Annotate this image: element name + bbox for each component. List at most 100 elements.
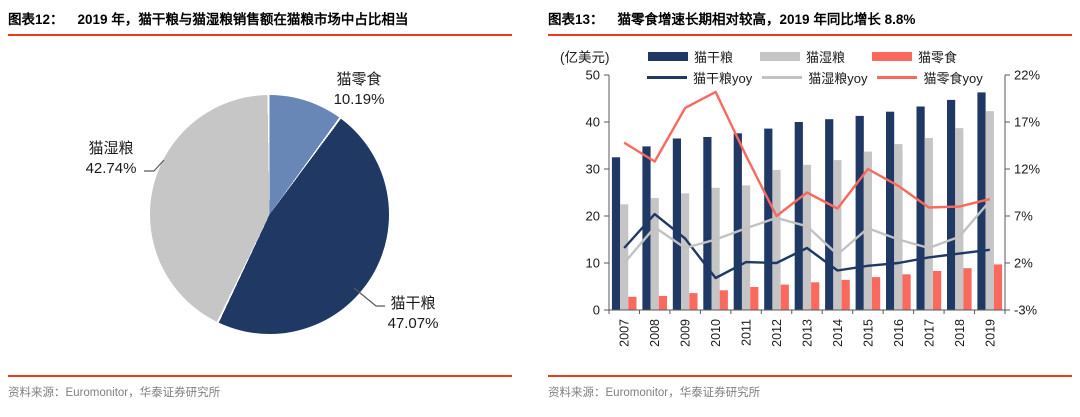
legend-swatch-dry-bar bbox=[648, 51, 688, 61]
figure-13-source-text: 资料来源：Euromonitor，华泰证券研究所 bbox=[548, 387, 761, 399]
x-axis-label-2014: 2014 bbox=[831, 319, 845, 347]
pie-leader-lines bbox=[144, 159, 385, 307]
legend-label-wet-yoy: 猫湿粮yoy bbox=[808, 71, 868, 86]
pie-label-dry-value: 47.07% bbox=[387, 314, 439, 332]
bar-猫零食-2017 bbox=[933, 271, 942, 310]
bar-猫零食-2008 bbox=[658, 295, 667, 310]
leader-line-dry bbox=[353, 287, 385, 307]
bar-猫湿粮-2012 bbox=[772, 169, 781, 310]
line-猫零食yoy bbox=[623, 90, 991, 218]
bar-猫零食-2018 bbox=[963, 268, 972, 310]
bar-猫零食-2007 bbox=[628, 296, 637, 310]
legend-swatch-wet-bar bbox=[760, 51, 801, 61]
pie-label-dry: 猫干粮 47.07% bbox=[358, 294, 468, 334]
bar-猫干粮-2008 bbox=[642, 146, 651, 310]
legend-label-wet-bar: 猫湿粮 bbox=[806, 49, 846, 65]
leader-line-wet bbox=[144, 159, 165, 172]
x-axis-label-2012: 2012 bbox=[770, 319, 784, 347]
left-tick-label: 20 bbox=[586, 209, 600, 224]
right-tick-label: 22% bbox=[1014, 68, 1040, 83]
figure-13-label: 图表13： bbox=[548, 12, 604, 27]
legend-swatch-treats-yoy bbox=[877, 76, 918, 79]
legend-entry-treats-bar: 猫零食 bbox=[872, 47, 957, 66]
figure-12-source: 资料来源：Euromonitor，华泰证券研究所 bbox=[8, 375, 512, 400]
right-tick-label: 7% bbox=[1014, 209, 1033, 224]
bar-猫湿粮-2019 bbox=[985, 111, 994, 310]
x-axis-label-2009: 2009 bbox=[679, 319, 693, 347]
bar-猫零食-2012 bbox=[780, 284, 789, 310]
legend-swatch-treats-bar bbox=[872, 51, 913, 61]
bar-猫湿粮-2016 bbox=[894, 144, 903, 310]
figure-13-source: 资料来源：Euromonitor，华泰证券研究所 bbox=[548, 375, 1072, 400]
bar-猫湿粮-2018 bbox=[955, 128, 964, 310]
right-tick-label: 17% bbox=[1014, 115, 1040, 130]
left-tick-label: 30 bbox=[586, 162, 600, 177]
figure-13-title-text: 猫零食增速长期相对较高，2019 年同比增长 8.8% bbox=[617, 12, 916, 27]
right-tick-label: -3% bbox=[1014, 303, 1038, 318]
bar-猫零食-2013 bbox=[811, 282, 820, 310]
legend-entry-wet-bar: 猫湿粮 bbox=[760, 47, 845, 66]
bar-猫湿粮-2008 bbox=[650, 198, 659, 310]
pie-chart: 猫零食 10.19% 猫湿粮 42.74% 猫干粮 47.07% bbox=[8, 44, 512, 374]
x-axis-label-2015: 2015 bbox=[861, 319, 875, 347]
bar-猫干粮-2012 bbox=[764, 128, 773, 310]
bar-猫湿粮-2007 bbox=[620, 204, 629, 311]
figure-13-panel: 图表13： 猫零食增速长期相对较高，2019 年同比增长 8.8% 0 10 20 30… bbox=[548, 8, 1072, 347]
bar-猫零食-2014 bbox=[841, 279, 850, 310]
figure-12-label: 图表12： bbox=[8, 12, 64, 27]
x-axis-label-2018: 2018 bbox=[953, 319, 967, 347]
bar-猫湿粮-2015 bbox=[863, 151, 872, 310]
legend-swatch-wet-yoy bbox=[762, 76, 803, 79]
right-tick-label: 2% bbox=[1014, 256, 1033, 271]
pie-label-treats-value: 10.19% bbox=[333, 90, 385, 108]
figure-12-title-text: 2019 年，猫干粮与猫湿粮销售额在猫粮市场中占比相当 bbox=[77, 12, 409, 27]
x-axis-label-2010: 2010 bbox=[709, 319, 723, 347]
x-axis-label-2008: 2008 bbox=[648, 319, 662, 347]
bar-猫干粮-2014 bbox=[825, 119, 834, 310]
pie-label-wet-value: 42.74% bbox=[85, 159, 137, 177]
line-猫干粮yoy bbox=[623, 212, 990, 280]
pie-label-wet: 猫湿粮 42.74% bbox=[56, 139, 166, 179]
legend-entry-dry-yoy: 猫干粮yoy bbox=[647, 68, 752, 87]
legend-label-dry-bar: 猫干粮 bbox=[694, 49, 734, 65]
bar-猫零食-2019 bbox=[993, 264, 1003, 310]
left-tick-label: 0 bbox=[593, 303, 600, 318]
bar-猫湿粮-2011 bbox=[742, 185, 751, 310]
bar-猫湿粮-2014 bbox=[833, 160, 842, 310]
bar-猫干粮-2007 bbox=[611, 157, 621, 311]
x-axis-label-2011: 2011 bbox=[740, 319, 754, 346]
figure-13-title: 图表13： 猫零食增速长期相对较高，2019 年同比增长 8.8% bbox=[548, 8, 1072, 36]
x-axis-label-2019: 2019 bbox=[983, 319, 997, 347]
bar-猫干粮-2016 bbox=[886, 111, 895, 310]
line-猫湿粮yoy bbox=[623, 200, 991, 264]
pie-label-treats: 猫零食 10.19% bbox=[304, 70, 414, 110]
bar-猫干粮-2011 bbox=[733, 133, 742, 310]
bar-猫零食-2010 bbox=[719, 290, 728, 310]
x-axis-label-2007: 2007 bbox=[618, 319, 632, 347]
legend-label-treats-yoy: 猫零食yoy bbox=[923, 71, 983, 86]
bar-猫湿粮-2013 bbox=[802, 164, 812, 310]
unit-label: (亿美元) bbox=[560, 50, 610, 65]
bar-猫湿粮-2010 bbox=[711, 187, 720, 310]
left-tick-label: 50 bbox=[586, 68, 600, 83]
bar-猫干粮-2009 bbox=[672, 138, 681, 310]
legend-swatch-dry-yoy bbox=[647, 76, 687, 79]
figure-12-source-text: 资料来源：Euromonitor，华泰证券研究所 bbox=[8, 387, 221, 399]
legend-row-bars: (亿美元) 猫干粮 猫湿粮 猫零食 bbox=[548, 46, 984, 66]
pie-circle bbox=[150, 95, 389, 334]
legend-entry-treats-yoy: 猫零食yoy bbox=[877, 68, 983, 87]
figure-12-panel: 图表12： 2019 年，猫干粮与猫湿粮销售额在猫粮市场中占比相当 猫零食 10.… bbox=[8, 8, 512, 334]
bar-猫零食-2015 bbox=[872, 277, 881, 310]
left-tick-label: 10 bbox=[586, 256, 600, 271]
legend-row-lines: 猫干粮yoy 猫湿粮yoy 猫零食yoy bbox=[548, 68, 993, 87]
x-axis-label-2017: 2017 bbox=[922, 319, 936, 347]
bar-猫干粮-2018 bbox=[947, 99, 956, 311]
combo-chart: 0 10 20 30 40 50 -3% 2% 7% 12% 17% 22% 2007 2008 2009 2… bbox=[548, 44, 1072, 380]
pie-label-dry-name: 猫干粮 bbox=[390, 295, 436, 312]
combo-chart-svg: 0 10 20 30 40 50 -3% 2% 7% 12% 17% 22% 2007 2008 2009 2… bbox=[586, 68, 1041, 347]
bar-猫干粮-2010 bbox=[703, 137, 712, 310]
legend-entry-wet-yoy: 猫湿粮yoy bbox=[762, 68, 867, 87]
left-tick-label: 40 bbox=[586, 115, 600, 130]
legend-label-dry-yoy: 猫干粮yoy bbox=[693, 71, 753, 86]
bar-猫干粮-2015 bbox=[855, 115, 864, 311]
